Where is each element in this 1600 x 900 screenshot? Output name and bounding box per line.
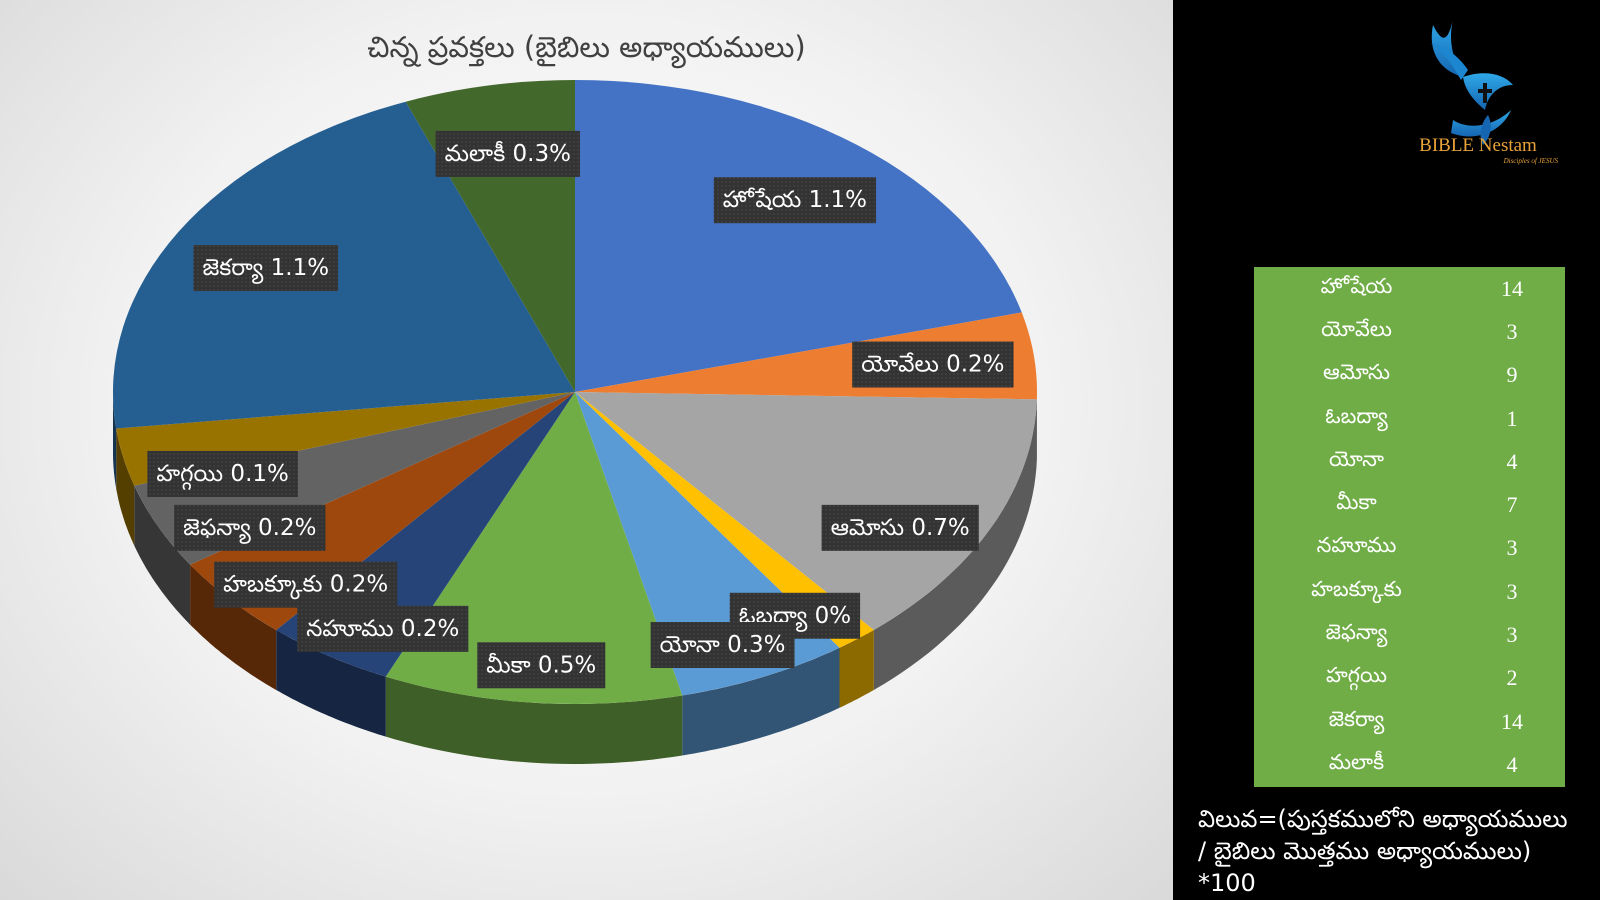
data-table: హోషేయ 14 యోవేలు 3 ఆమోసు 9 ఓబద్యా 1 యోనా 4 మీకా 7 నహూ… <box>1254 267 1565 787</box>
pie-slice <box>575 392 1037 630</box>
data-label-box <box>214 561 398 608</box>
pie-side-wall <box>682 647 840 756</box>
data-label-box <box>174 504 326 551</box>
data-label-box <box>852 341 1014 388</box>
data-label: జెఫన్యా 0.2% <box>174 504 326 551</box>
data-labels: హోషేయ 1.1%యోవేలు 0.2%ఆమోసు 0.7%ఓబద్యా 0%… <box>147 130 1014 689</box>
table-row: జెఫన్యా 3 <box>1254 613 1565 656</box>
table-book-name: యోవేలు <box>1321 316 1392 341</box>
data-label: నహూము 0.2% <box>297 605 469 652</box>
table-row: యోవేలు 3 <box>1254 310 1565 353</box>
formula-line: *100 <box>1198 869 1256 897</box>
table-row: మలాకీ 4 <box>1254 743 1565 786</box>
table-row: జెకర్యా 14 <box>1254 700 1565 743</box>
dove-cross-logo-icon <box>1431 20 1513 145</box>
table-book-name: ఆమోసు <box>1322 360 1391 385</box>
pie-side-wall <box>873 399 1037 690</box>
table-book-name: మలాకీ <box>1328 749 1385 774</box>
data-label-text: యోనా 0.3% <box>660 632 786 658</box>
table-book-name: జెకర్యా <box>1328 706 1385 731</box>
formula-line: / బైబిలు మొత్తము అధ్యాయములు) <box>1198 837 1532 865</box>
data-label-text: జెఫన్యా 0.2% <box>183 515 316 544</box>
pie-side-wall <box>190 564 277 690</box>
data-label: మలాకీ 0.3% <box>435 130 580 177</box>
table-chapter-count: 3 <box>1506 578 1518 604</box>
pie-side-wall <box>839 630 874 708</box>
pie-side-wall <box>134 485 191 625</box>
data-label-box <box>193 245 339 292</box>
table-book-name: నహూము <box>1316 533 1397 558</box>
formula-text: విలువ=(పుస్తకములోని అధ్యాయములు / బైబిలు … <box>1198 803 1598 899</box>
pie-side-wall <box>113 392 117 489</box>
table-book-name: హబక్కూకు <box>1311 576 1402 601</box>
table-book-name: హగ్గయి <box>1326 663 1387 688</box>
data-label: ఆమోసు 0.7% <box>821 504 979 551</box>
table-row: నహూము 3 <box>1254 527 1565 570</box>
data-label-text: మలాకీ 0.3% <box>445 141 571 167</box>
table-row: హగ్గయి 2 <box>1254 657 1565 700</box>
data-label: యోవేలు 0.2% <box>852 341 1014 388</box>
logo-text: BIBLE Nestam <box>1419 135 1537 156</box>
table-chapter-count: 7 <box>1506 492 1518 518</box>
table-chapter-count: 2 <box>1506 665 1518 691</box>
pie-chart: హోషేయ 1.1%యోవేలు 0.2%ఆమోసు 0.7%ఓబద్యా 0%… <box>113 80 1037 764</box>
data-label: హబక్కూకు 0.2% <box>214 561 398 608</box>
logo-subtext: Disciples of JESUS <box>1503 157 1558 165</box>
table-book-name: మీకా <box>1336 490 1377 515</box>
pie-side-wall <box>276 630 386 737</box>
data-label-text: జెకర్యా 1.1% <box>202 255 329 284</box>
data-label: జెకర్యా 1.1% <box>193 245 339 292</box>
sidebar: BIBLE Nestam Disciples of JESUS హోషేయ 14 య… <box>1173 0 1600 900</box>
table-row: హబక్కూకు 3 <box>1254 570 1565 613</box>
data-label-text: నహూము 0.2% <box>306 616 459 642</box>
data-label-box <box>297 605 469 652</box>
data-label-box <box>147 450 298 497</box>
table-row: యోనా 4 <box>1254 440 1565 483</box>
table-chapter-count: 4 <box>1506 448 1518 474</box>
data-label-text: యోవేలు 0.2% <box>861 352 1004 378</box>
table-book-name: జెఫన్యా <box>1325 620 1388 645</box>
data-label-text: హోషేయ 1.1% <box>723 187 867 213</box>
data-label-box <box>435 130 580 177</box>
data-label-text: ఆమోసు 0.7% <box>831 515 970 541</box>
table-chapter-count: 3 <box>1506 535 1518 561</box>
table-book-name: హోషేయ <box>1320 273 1393 298</box>
table-chapter-count: 3 <box>1506 622 1518 648</box>
chart-area: చిన్న ప్రవక్తలు (బైబిలు అధ్యాయములు) హోషే… <box>0 0 1173 900</box>
table-chapter-count: 1 <box>1506 405 1518 431</box>
table-book-name: ఓబద్యా <box>1325 403 1388 428</box>
data-label-box <box>821 504 979 551</box>
table-chapter-count: 3 <box>1506 318 1518 344</box>
table-row: ఆమోసు 9 <box>1254 354 1565 397</box>
pie-slice <box>575 80 1022 392</box>
table-row: హోషేయ 14 <box>1254 267 1565 310</box>
pie-side-wall <box>116 428 135 546</box>
table-chapter-count: 14 <box>1501 708 1523 734</box>
table-book-name: యోనా <box>1329 446 1384 471</box>
data-label-text: హబక్కూకు 0.2% <box>223 572 388 600</box>
data-label-box <box>650 622 795 669</box>
data-label-text: మీకా 0.5% <box>486 652 596 678</box>
data-label: హోషేయ 1.1% <box>713 177 877 224</box>
data-label-box <box>477 642 606 689</box>
table-chapter-count: 4 <box>1506 751 1518 777</box>
data-label: మీకా 0.5% <box>477 642 606 689</box>
data-label: యోనా 0.3% <box>650 622 795 669</box>
data-label: హగ్గయి 0.1% <box>147 450 298 497</box>
data-label-box <box>713 177 877 224</box>
data-label-text: హగ్గయి 0.1% <box>156 461 289 490</box>
table-chapter-count: 9 <box>1506 362 1518 388</box>
pie-side-wall <box>385 676 683 764</box>
formula-line: విలువ=(పుస్తకములోని అధ్యాయములు <box>1198 805 1568 833</box>
pie-slice <box>575 392 874 648</box>
chart-title: చిన్న ప్రవక్తలు (బైబిలు అధ్యాయములు) <box>367 30 806 64</box>
pie-slice <box>113 101 576 429</box>
table-chapter-count: 14 <box>1501 275 1523 301</box>
table-row: ఓబద్యా 1 <box>1254 397 1565 440</box>
pie-side-walls <box>113 392 1037 764</box>
table-row: మీకా 7 <box>1254 483 1565 526</box>
